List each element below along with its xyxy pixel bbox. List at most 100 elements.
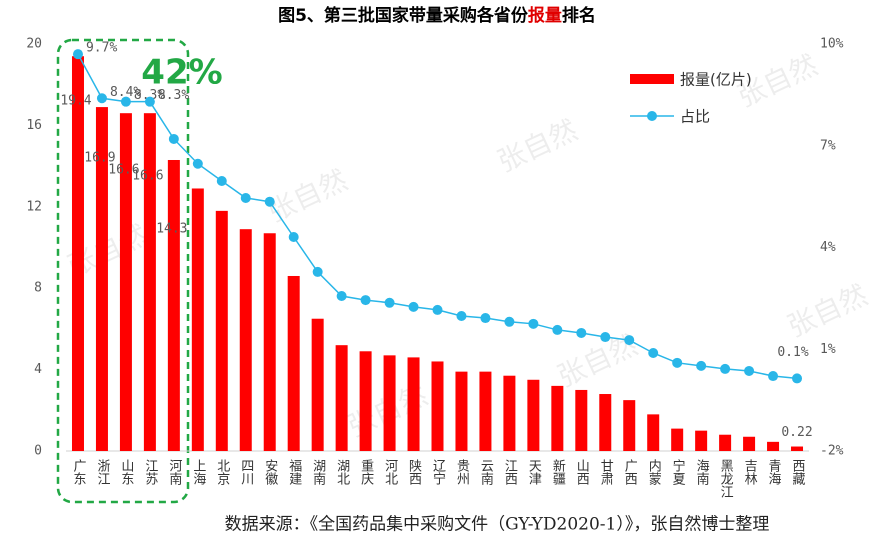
bar: [527, 379, 540, 451]
share-point: [624, 335, 635, 346]
bar-value-label: 19.4: [60, 94, 91, 109]
title-highlight: 报量: [528, 5, 562, 26]
share-point: [240, 192, 251, 203]
bar: [647, 414, 660, 451]
share-point: [792, 373, 803, 384]
bar: [311, 318, 324, 451]
bar: [671, 428, 684, 451]
x-tick-label: 云南: [478, 459, 494, 485]
line-value-label: 9.7%: [86, 41, 117, 56]
bar: [743, 436, 756, 451]
share-point: [72, 49, 83, 60]
bar-value-label: 14.3: [156, 221, 187, 236]
share-point: [528, 318, 539, 329]
x-tick-label: 黑龙江: [718, 459, 734, 498]
share-point: [696, 360, 707, 371]
x-tick-label: 上海: [190, 459, 206, 485]
share-point: [720, 363, 731, 374]
bar: [239, 229, 252, 451]
share-point: [192, 158, 203, 169]
watermark: 张自然: [492, 113, 582, 178]
y2-tick-label: -2%: [820, 444, 844, 459]
x-tick-label: 辽宁: [430, 459, 446, 485]
x-tick-label: 河南: [166, 459, 182, 485]
x-tick-label: 山东: [118, 459, 134, 485]
bar: [695, 430, 708, 451]
title-prefix: 图5、第三批国家带量采购各省份: [278, 5, 529, 26]
share-point: [168, 133, 179, 144]
bar: [383, 355, 396, 451]
bar-value-label: 16.9: [84, 151, 115, 166]
bar: [479, 371, 492, 451]
bar: [791, 446, 804, 451]
share-point: [384, 297, 395, 308]
bar: [719, 434, 732, 451]
x-tick-label: 天津: [526, 459, 542, 485]
bar: [263, 233, 276, 451]
share-point: [744, 365, 755, 376]
watermark: 张自然: [262, 163, 352, 228]
share-point: [672, 357, 683, 368]
x-tick-label: 贵州: [454, 459, 470, 485]
bar: [575, 389, 588, 451]
bar: [167, 159, 180, 451]
bar: [191, 188, 204, 452]
share-point: [312, 266, 323, 277]
y-tick-label: 4: [34, 362, 42, 377]
title-suffix: 排名: [562, 5, 596, 26]
bar-value-label: 16.6: [108, 163, 139, 178]
bar: [95, 107, 108, 452]
share-point: [768, 371, 779, 382]
annotation: 42%: [141, 53, 222, 93]
bar: [431, 361, 444, 451]
x-tick-label: 吉林: [742, 459, 758, 485]
x-tick-label: 青海: [766, 459, 782, 485]
x-tick-label: 山西: [574, 459, 590, 485]
source-note: 数据来源：《全国药品集中采购文件（GY-YD2020-1）》，张自然博士整理: [225, 515, 770, 535]
line-value-label: 8.3%: [158, 88, 189, 103]
bar: [359, 351, 372, 451]
x-tick-label: 江西: [502, 459, 517, 485]
x-tick-label: 广东: [70, 459, 86, 485]
share-point: [144, 96, 155, 107]
share-point: [648, 347, 659, 358]
x-tick-label: 宁夏: [670, 458, 686, 485]
x-tick-label: 北京: [214, 459, 230, 485]
bar: [503, 375, 516, 451]
line-value-label: 8.4%: [110, 85, 141, 100]
x-tick-label: 海南: [694, 459, 710, 485]
bar: [407, 357, 420, 451]
y2-tick-label: 4%: [820, 240, 836, 255]
y-tick-label: 8: [34, 281, 42, 296]
share-point: [216, 176, 227, 187]
x-tick-label: 河北: [382, 459, 398, 486]
share-point: [96, 93, 107, 104]
y-tick-label: 16: [26, 118, 42, 133]
share-point: [360, 295, 371, 306]
bar: [71, 56, 84, 452]
share-point: [408, 301, 419, 312]
bar: [599, 394, 612, 451]
share-point: [480, 313, 491, 324]
bar: [143, 113, 156, 451]
x-tick-label: 重庆: [358, 458, 374, 485]
share-point: [552, 324, 563, 335]
bar: [287, 275, 300, 451]
x-tick-label: 甘肃: [598, 459, 614, 485]
bar-value-label: 0.22: [781, 425, 812, 440]
bar: [623, 400, 636, 451]
bar: [335, 345, 348, 451]
share-point: [336, 291, 347, 302]
chart-title: 图5、第三批国家带量采购各省份报量排名: [278, 5, 596, 26]
y2-tick-label: 10%: [820, 37, 844, 52]
y2-tick-label: 1%: [820, 342, 836, 357]
legend-label: 占比: [680, 108, 710, 126]
bar: [551, 385, 564, 451]
bar: [119, 113, 132, 451]
x-tick-label: 湖北: [334, 459, 350, 486]
highlight-box: [56, 38, 190, 504]
legend-label: 报量(亿片): [680, 71, 752, 89]
x-tick-label: 四川: [238, 459, 254, 485]
share-point: [288, 231, 299, 242]
